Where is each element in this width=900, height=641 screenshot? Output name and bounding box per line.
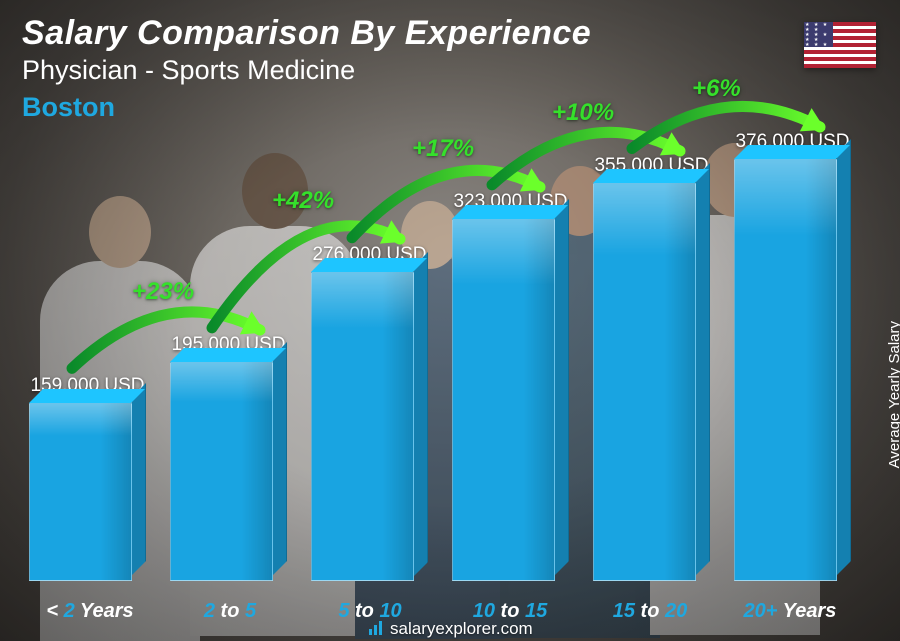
growth-arc: +6% xyxy=(612,57,840,179)
bar xyxy=(452,219,568,581)
bar xyxy=(593,183,709,581)
y-axis-label: Average Yearly Salary xyxy=(886,321,900,468)
growth-percent-label: +42% xyxy=(272,187,334,215)
footer-text: salaryexplorer.com xyxy=(390,619,533,638)
bar-slot: 376,000 USD xyxy=(725,110,860,581)
growth-percent-label: +6% xyxy=(692,75,741,103)
logo-icon xyxy=(367,619,385,637)
header: Salary Comparison By Experience Physicia… xyxy=(22,14,591,123)
growth-percent-label: +23% xyxy=(132,278,194,306)
growth-percent-label: +17% xyxy=(412,135,474,163)
footer: salaryexplorer.com xyxy=(0,619,900,639)
us-flag-icon: ★ ★ ★ ★ ★★ ★ ★ ★ ★★ ★ ★ ★ ★★ ★ ★ ★ ★ xyxy=(804,22,876,68)
city-label: Boston xyxy=(22,92,591,123)
page-subtitle: Physician - Sports Medicine xyxy=(22,55,591,86)
page-title: Salary Comparison By Experience xyxy=(22,14,591,53)
bar xyxy=(29,403,145,581)
bar xyxy=(734,159,850,581)
